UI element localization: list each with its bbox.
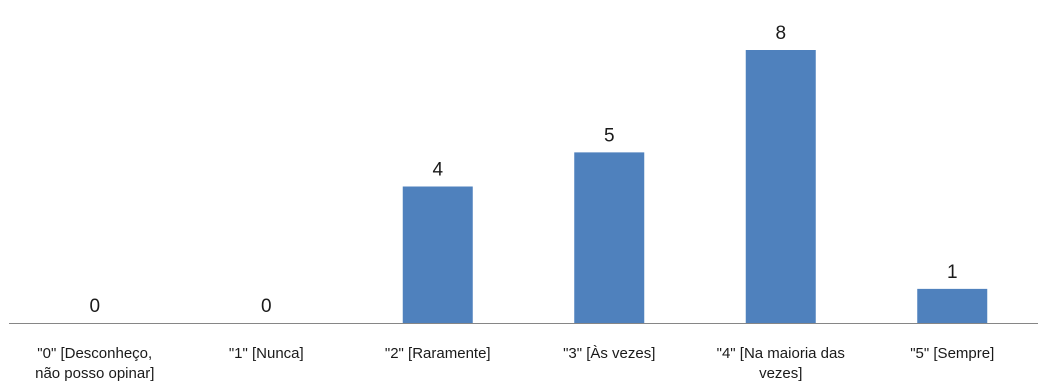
x-tick-label-line: "4" [Na maioria das — [717, 345, 845, 362]
x-tick-label-line: "1" [Nunca] — [229, 345, 304, 362]
bar — [402, 186, 473, 323]
x-tick-label: "0" [Desconheço, não posso opinar] — [35, 345, 154, 382]
bar-value-label: 8 — [775, 23, 786, 44]
bar-value-label: 5 — [604, 125, 615, 146]
x-tick-labels: "0" [Desconheço, não posso opinar] "1" [Nu… — [35, 345, 994, 382]
x-tick-label-line: "5" [Sempre] — [910, 345, 994, 362]
bar — [574, 152, 645, 323]
bar — [917, 288, 988, 323]
x-tick-label: "3" [Às vezes] — [563, 345, 655, 362]
x-tick-label: "1" [Nunca] — [229, 345, 304, 362]
bars-layer — [402, 50, 988, 323]
x-tick-label: "4" [Na maioria das vezes] — [717, 345, 845, 382]
x-tick-label-line: não posso opinar] — [35, 365, 154, 382]
x-tick-label: "5" [Sempre] — [910, 345, 994, 362]
x-tick-label-line: "3" [Às vezes] — [563, 345, 655, 362]
x-tick-label: "2" [Raramente] — [385, 345, 491, 362]
bar-value-label: 4 — [432, 160, 443, 181]
bar-value-label: 0 — [89, 296, 100, 317]
bar-value-label: 1 — [947, 262, 958, 283]
x-tick-label-line: vezes] — [759, 365, 802, 382]
x-tick-label-line: "0" [Desconheço, — [37, 345, 152, 362]
x-tick-label-line: "2" [Raramente] — [385, 345, 491, 362]
bar-value-label: 0 — [261, 296, 272, 317]
value-labels-layer: 0 0 4 5 8 1 — [89, 23, 957, 317]
bar — [745, 50, 816, 323]
